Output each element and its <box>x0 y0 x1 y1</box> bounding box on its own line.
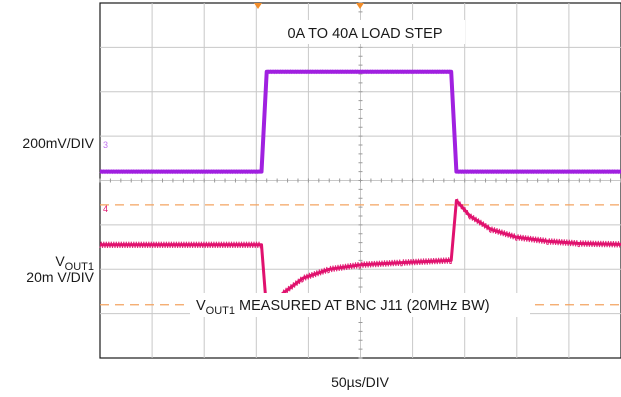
ch4-scale-main: V <box>55 253 65 269</box>
ch4-scale-label-line1: VOUT1 <box>55 253 94 273</box>
load-step-box <box>265 20 465 44</box>
trigger-position-icon <box>356 3 364 9</box>
measure-label-main: V <box>196 298 206 314</box>
ch3-marker: 3 <box>103 140 108 150</box>
measure-label-rest: MEASURED AT BNC J11 (20MHz BW) <box>235 298 490 314</box>
trigger-marker-icon <box>254 3 262 9</box>
x-axis-label: 50µs/DIV <box>331 374 390 390</box>
measure-label-sub: OUT1 <box>206 305 235 317</box>
ch4-marker: 4 <box>103 204 108 214</box>
load-step-label: 0A TO 40A LOAD STEP <box>287 26 442 42</box>
ch3-scale-label: 200mV/DIV <box>22 135 94 151</box>
trace-noise-ch4 <box>99 198 621 315</box>
ch4-scale-sub: OUT1 <box>65 261 94 273</box>
measure-box <box>190 293 530 317</box>
trace-noise-ch3 <box>99 69 621 175</box>
ch4-scale-label-line2: 20m V/DIV <box>26 269 94 285</box>
measure-label: VOUT1 MEASURED AT BNC J11 (20MHz BW) <box>196 298 490 317</box>
